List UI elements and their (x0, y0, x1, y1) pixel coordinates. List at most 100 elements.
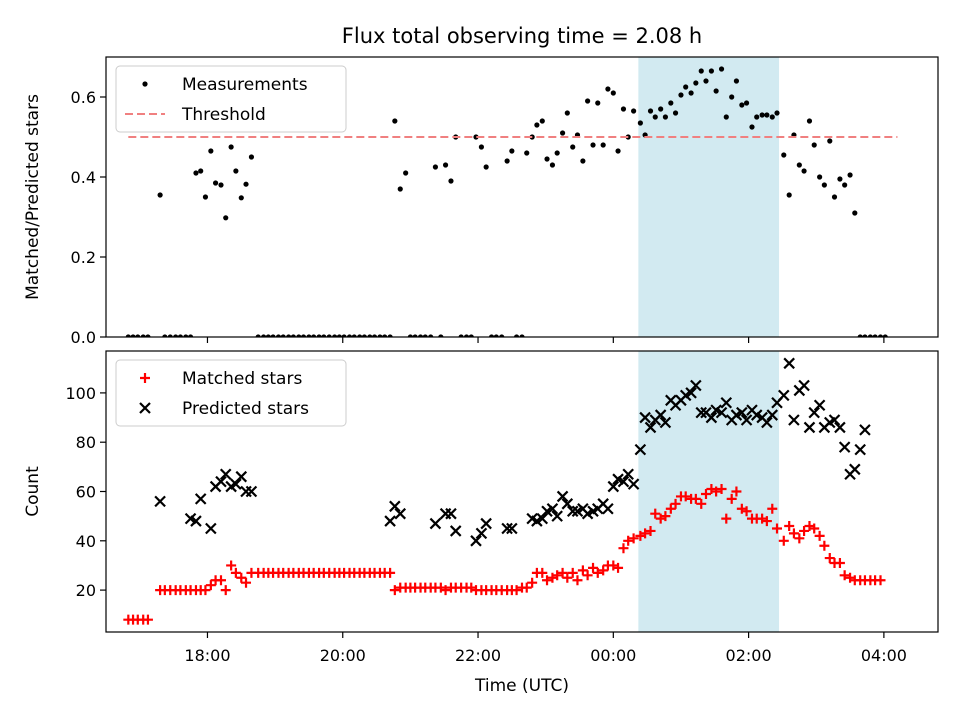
predicted-stars-point (394, 507, 407, 520)
predicted-stars-point (720, 396, 733, 409)
measurements-point (877, 334, 884, 337)
measurements-point (341, 334, 347, 337)
predicted-stars-point (788, 414, 800, 426)
measurements-point (187, 334, 194, 337)
measurements-point (275, 334, 282, 337)
measurements-point (781, 152, 787, 158)
measurements-point (212, 180, 219, 186)
measurements-point (428, 334, 434, 337)
y-tick-label: 40 (76, 532, 96, 551)
matched-stars-point (716, 484, 727, 495)
measurements-point (130, 334, 136, 337)
predicted-stars-point (808, 406, 820, 419)
matched-stars-point (794, 533, 805, 544)
predicted-stars-point (501, 522, 513, 535)
y-tick-label: 0.6 (71, 88, 96, 107)
measurements-point (336, 334, 342, 337)
measurements-point (718, 66, 725, 72)
predicted-stars-point (654, 409, 667, 421)
matched-stars-point (628, 533, 639, 544)
measurements-point (296, 334, 302, 337)
predicted-stars-point (429, 517, 442, 530)
predicted-stars-point (859, 424, 871, 436)
matched-stars-point (220, 585, 231, 596)
predicted-stars-point (761, 416, 773, 429)
measurements-point (595, 100, 601, 106)
measurements-point (371, 334, 378, 337)
measurements-point (300, 334, 307, 337)
x-tick-label: 00:00 (590, 646, 636, 665)
measurements-point (392, 118, 398, 124)
measurements-point (504, 158, 510, 164)
measurements-point (801, 168, 807, 174)
predicted-stars-point (384, 515, 396, 527)
predicted-stars-point (230, 478, 242, 490)
observing-window-span (638, 351, 780, 632)
predicted-stars-point (766, 409, 779, 421)
predicted-stars-point (803, 421, 816, 434)
x-tick-label: 20:00 (320, 646, 366, 665)
measurements-point (647, 108, 654, 114)
measurements-point (306, 334, 312, 337)
measurements-point (821, 182, 827, 188)
measurements-point (713, 88, 719, 94)
measurements-point (255, 334, 261, 337)
matched-stars-point (521, 582, 532, 593)
y-tick-label: 100 (65, 384, 96, 403)
matched-stars-point (241, 577, 252, 588)
measurements-point (580, 158, 586, 164)
matched-stars-point (236, 572, 247, 583)
measurements-point (238, 195, 244, 201)
measurements-point (590, 142, 596, 148)
predicted-stars-point (439, 507, 452, 520)
matched-stars-point (567, 567, 578, 578)
measurements-point (397, 186, 403, 192)
predicted-stars-point (695, 406, 708, 419)
predicted-stars-point (551, 510, 563, 522)
predicted-stars-point (783, 357, 795, 370)
top-panel: 0.0 0.2 0.4 0.6 Matched/Predicted stars Measu… (23, 56, 939, 347)
matched-stars-point (577, 565, 588, 576)
measurements-point (539, 118, 545, 124)
measurements-point (499, 334, 505, 337)
measurements-point (361, 334, 367, 337)
measurements-point (223, 215, 229, 221)
measurements-point (796, 162, 802, 168)
matched-stars-point (778, 535, 789, 546)
measurements-point (286, 334, 292, 337)
measurements-point (193, 170, 199, 176)
predicted-stars-point (480, 517, 492, 530)
measurements-point (837, 176, 843, 182)
matched-stars-point (582, 570, 593, 581)
x-axis-label: Time (UTC) (474, 676, 569, 696)
legend-swatch-measurements (142, 81, 148, 87)
measurements-point (559, 130, 566, 136)
measurements-point (683, 84, 689, 90)
measurements-point (570, 144, 576, 150)
measurements-point (544, 156, 550, 162)
matched-stars-point (613, 562, 624, 573)
matched-stars-point (557, 567, 568, 578)
bottom-panel: 18:00 20:00 22:00 00:00 02:00 04:00 20 40 60 80 10… (23, 350, 939, 665)
measurements-point (774, 110, 780, 116)
measurements-point (463, 334, 470, 337)
matched-stars-point (592, 567, 603, 578)
matched-stars-point (226, 560, 237, 571)
measurements-point (367, 334, 373, 337)
measurements-point (534, 122, 540, 128)
measurements-point (759, 112, 765, 118)
measurements-point (387, 334, 393, 337)
axes-frame (105, 56, 939, 338)
measurements-point (749, 124, 755, 130)
matched-stars-point (200, 585, 211, 596)
predicted-stars-point (828, 414, 841, 426)
predicted-stars-point (849, 463, 861, 476)
predicted-stars-point (705, 411, 718, 424)
legend-label-matched-stars: Matched stars (182, 369, 302, 389)
predicted-stars-point (506, 522, 518, 535)
measurements-point (733, 78, 740, 84)
matched-stars-point (809, 523, 820, 534)
measurements-point (162, 334, 168, 337)
measurements-point (208, 148, 214, 154)
matched-stars-point (588, 562, 599, 573)
